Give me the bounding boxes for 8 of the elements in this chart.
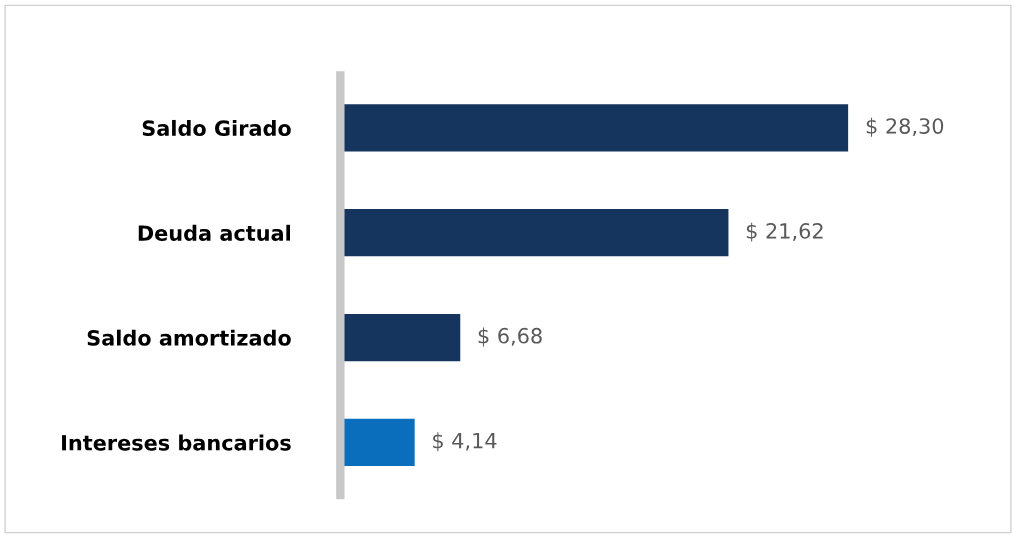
y-tick-label: Deuda actual bbox=[138, 224, 290, 241]
y-tick-label: Saldo amortizado bbox=[87, 329, 291, 346]
data-label: $ 21,62 bbox=[746, 222, 823, 242]
y-tick-label: Intereses bancarios bbox=[62, 434, 291, 451]
data-label: $ 6,68 bbox=[478, 327, 542, 347]
data-label: $ 28,30 bbox=[866, 117, 944, 137]
y-tick-label: Saldo Girado bbox=[142, 119, 291, 137]
data-label: $ 4,14 bbox=[433, 432, 497, 452]
